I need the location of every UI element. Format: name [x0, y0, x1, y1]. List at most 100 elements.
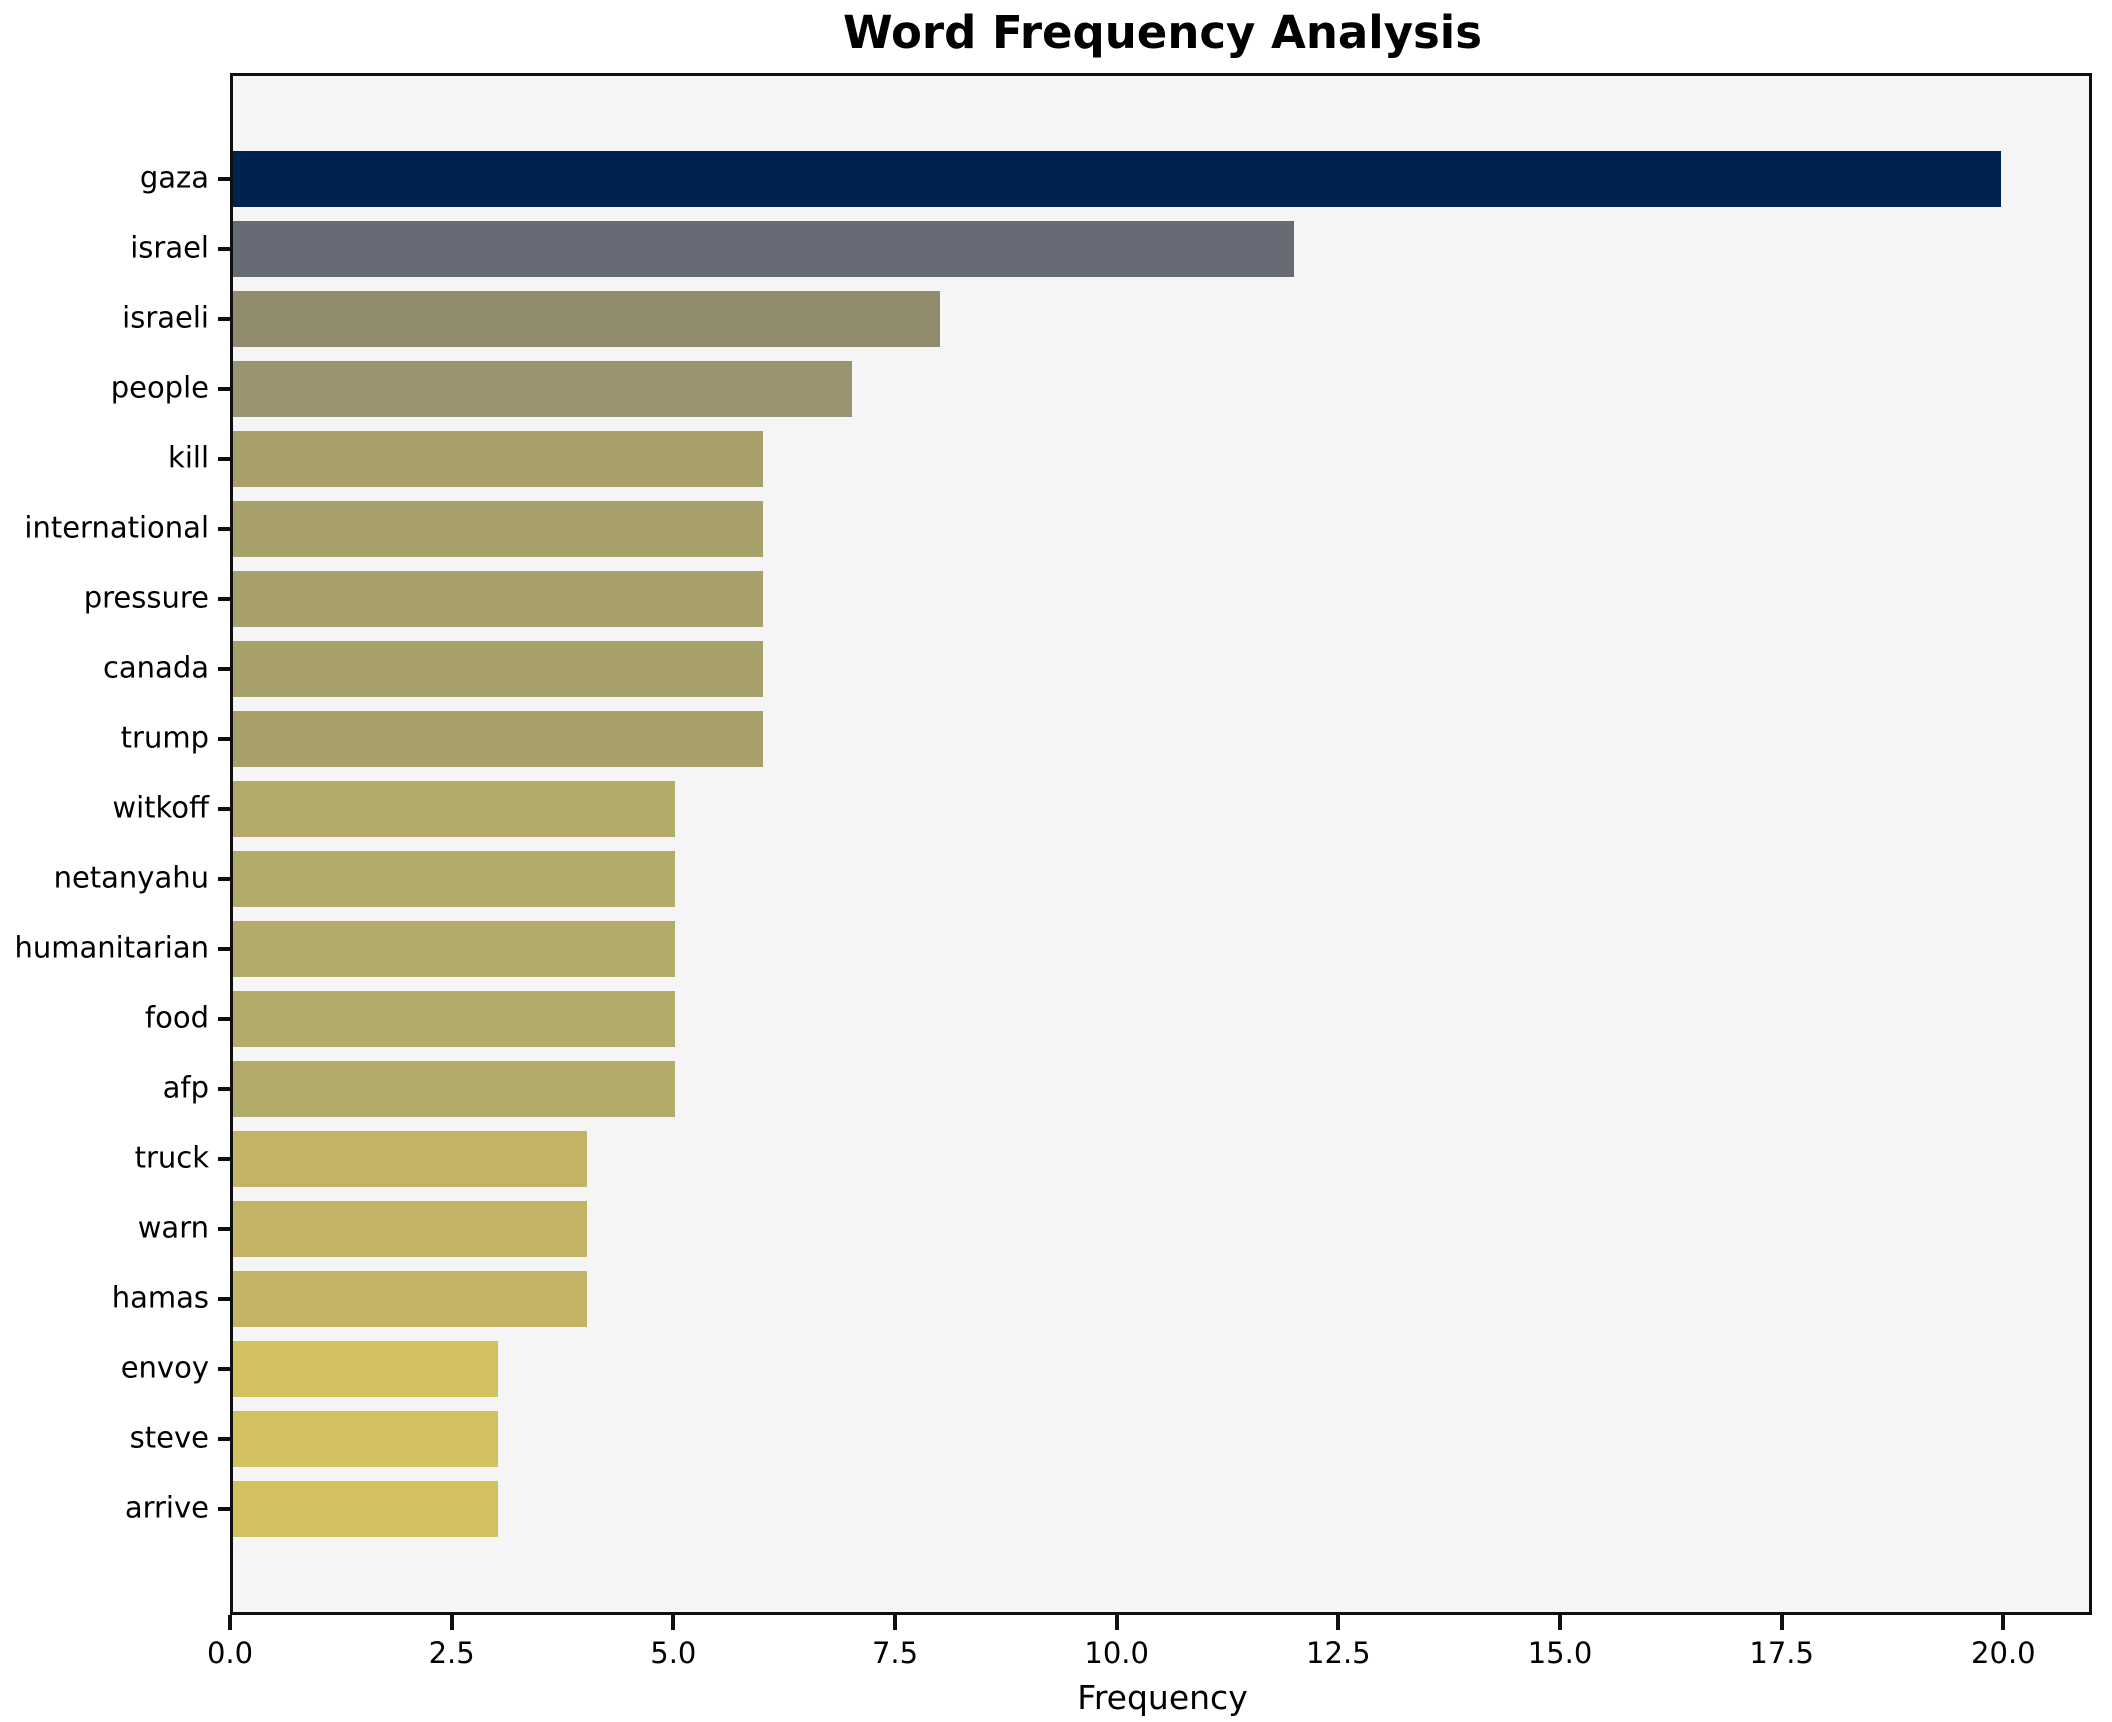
bar-row: kill [168, 424, 2089, 494]
bar-row: gaza [140, 144, 2089, 214]
bar-row: envoy [121, 1334, 2089, 1404]
bar-row: hamas [112, 1264, 2089, 1334]
bar [233, 1131, 587, 1187]
bar [233, 1271, 587, 1327]
bar [233, 571, 764, 627]
y-tick-label: kill [168, 440, 209, 475]
y-tick-mark [218, 247, 233, 251]
bar [233, 781, 675, 837]
y-tick-mark [218, 947, 233, 951]
y-tick-mark [218, 597, 233, 601]
y-tick-label: canada [102, 650, 209, 685]
bar [233, 1481, 499, 1537]
x-axis: 0.0 2.5 5.0 7.5 10.0 12.5 15.0 17.5 20.0 [207, 1615, 2092, 1675]
y-tick-label: food [144, 1000, 209, 1035]
y-tick-label: hamas [111, 1280, 209, 1315]
y-tick-label: envoy [120, 1350, 209, 1385]
y-tick-label: truck [134, 1140, 209, 1175]
x-tick-label: 0.0 [206, 1636, 254, 1670]
y-tick-mark [218, 1297, 233, 1301]
x-tick-mark [671, 1615, 676, 1630]
y-tick-label: trump [120, 720, 209, 755]
bar [233, 431, 764, 487]
bar [233, 711, 764, 767]
y-tick-label: arrive [124, 1490, 209, 1525]
y-tick-mark [218, 387, 233, 391]
bar-row: international [24, 494, 2089, 564]
x-tick-label: 7.5 [871, 1636, 919, 1670]
bar-row: arrive [125, 1474, 2089, 1544]
bar [233, 1341, 499, 1397]
x-tick-mark [2001, 1615, 2006, 1630]
y-tick-label: witkoff [112, 790, 209, 825]
y-tick-mark [218, 317, 233, 321]
y-tick-mark [218, 527, 233, 531]
y-tick-label: warn [137, 1210, 209, 1245]
x-axis-title: Frequency [1077, 1678, 1248, 1717]
x-tick-mark [228, 1615, 232, 1630]
y-tick-label: israel [130, 230, 209, 265]
bar-row: pressure [84, 564, 2089, 634]
bar-row: truck [135, 1124, 2089, 1194]
x-tick-label: 20.0 [1971, 1636, 2036, 1670]
bar-row: canada [103, 634, 2089, 704]
bar [233, 1061, 675, 1117]
bar [233, 1201, 587, 1257]
y-tick-label: people [110, 370, 209, 405]
bar [233, 1411, 499, 1467]
x-tick-label: 5.0 [650, 1636, 697, 1670]
x-tick-mark [1779, 1615, 1784, 1630]
bar-row: witkoff [112, 774, 2089, 844]
x-tick-mark [1114, 1615, 1119, 1630]
y-tick-mark [218, 177, 233, 181]
bar-row: people [111, 354, 2089, 424]
y-tick-mark [218, 1507, 233, 1511]
bar [233, 151, 2001, 207]
bars-container: gaza israel israeli people kill international… [15, 76, 2089, 1612]
x-tick-label: 17.5 [1749, 1636, 1814, 1670]
y-tick-label: pressure [83, 580, 209, 615]
y-tick-mark [218, 1437, 233, 1441]
x-tick-label: 10.0 [1084, 1636, 1149, 1670]
bar [233, 221, 1294, 277]
x-tick-mark [1336, 1615, 1341, 1630]
bar-row: trump [121, 704, 2089, 774]
bar-row: afp [163, 1054, 2089, 1124]
y-tick-label: humanitarian [14, 930, 210, 965]
bar-row: warn [138, 1194, 2089, 1264]
y-tick-label: israeli [122, 300, 209, 335]
y-tick-mark [218, 1367, 233, 1371]
bar-row: israeli [122, 284, 2089, 354]
y-tick-mark [218, 807, 233, 811]
chart-title: Word Frequency Analysis [842, 6, 1483, 59]
y-tick-mark [218, 1157, 233, 1161]
bar-row: netanyahu [54, 844, 2089, 914]
y-tick-label: steve [129, 1420, 209, 1455]
y-tick-mark [218, 737, 233, 741]
plot-area: gaza israel israeli people kill international… [15, 73, 2092, 1615]
x-tick-label: 2.5 [428, 1636, 475, 1670]
bar [233, 291, 941, 347]
bar [233, 851, 675, 907]
bar-row: israel [130, 214, 2089, 284]
y-tick-mark [218, 667, 233, 671]
y-tick-mark [218, 877, 233, 881]
bar [233, 641, 764, 697]
y-tick-mark [218, 1087, 233, 1091]
bar [233, 361, 852, 417]
x-tick-mark [1558, 1615, 1562, 1630]
bar [233, 921, 675, 977]
x-tick-mark [449, 1615, 454, 1630]
bar [233, 991, 675, 1047]
x-tick-mark [893, 1615, 897, 1630]
bar-row: food [145, 984, 2089, 1054]
y-tick-mark [218, 1017, 233, 1021]
y-tick-mark [218, 457, 233, 461]
y-tick-label: international [24, 510, 209, 545]
y-tick-label: netanyahu [53, 860, 209, 895]
y-tick-label: gaza [139, 160, 209, 195]
bar [233, 501, 764, 557]
y-tick-mark [218, 1227, 233, 1231]
x-tick-label: 12.5 [1306, 1636, 1371, 1670]
